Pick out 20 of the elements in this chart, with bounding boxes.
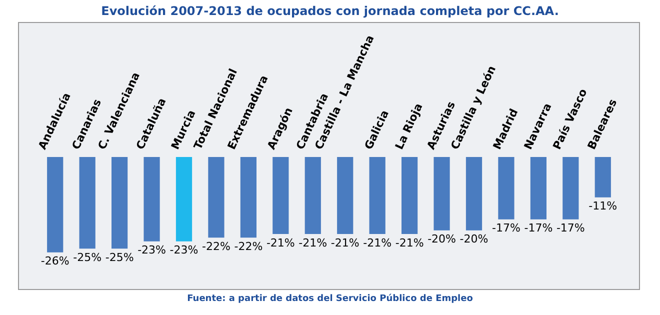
data-label: -20% (428, 232, 456, 246)
chart-title: Evolución 2007-2013 de ocupados con jornada completa por CC.AA. (100, 4, 560, 18)
data-label: -21% (298, 236, 328, 250)
source-note: Fuente: a partir de datos del Servicio Público de Empleo (186, 294, 474, 304)
data-label: -25% (105, 251, 134, 264)
data-label: -11% (588, 200, 618, 213)
data-label: -17% (524, 222, 553, 235)
data-label: -17% (556, 222, 585, 235)
data-label: -23% (170, 244, 198, 257)
data-label: -21% (266, 236, 295, 250)
data-label: -25% (73, 251, 102, 264)
data-label: -21% (363, 236, 392, 250)
data-label: -21% (330, 236, 360, 250)
data-label: -26% (40, 254, 70, 268)
data-label: -22% (202, 240, 230, 254)
data-label: -21% (395, 236, 424, 250)
data-label: -23% (138, 244, 166, 257)
data-label: -17% (492, 222, 520, 235)
data-label: -20% (460, 232, 488, 246)
data-label: -22% (234, 240, 263, 254)
